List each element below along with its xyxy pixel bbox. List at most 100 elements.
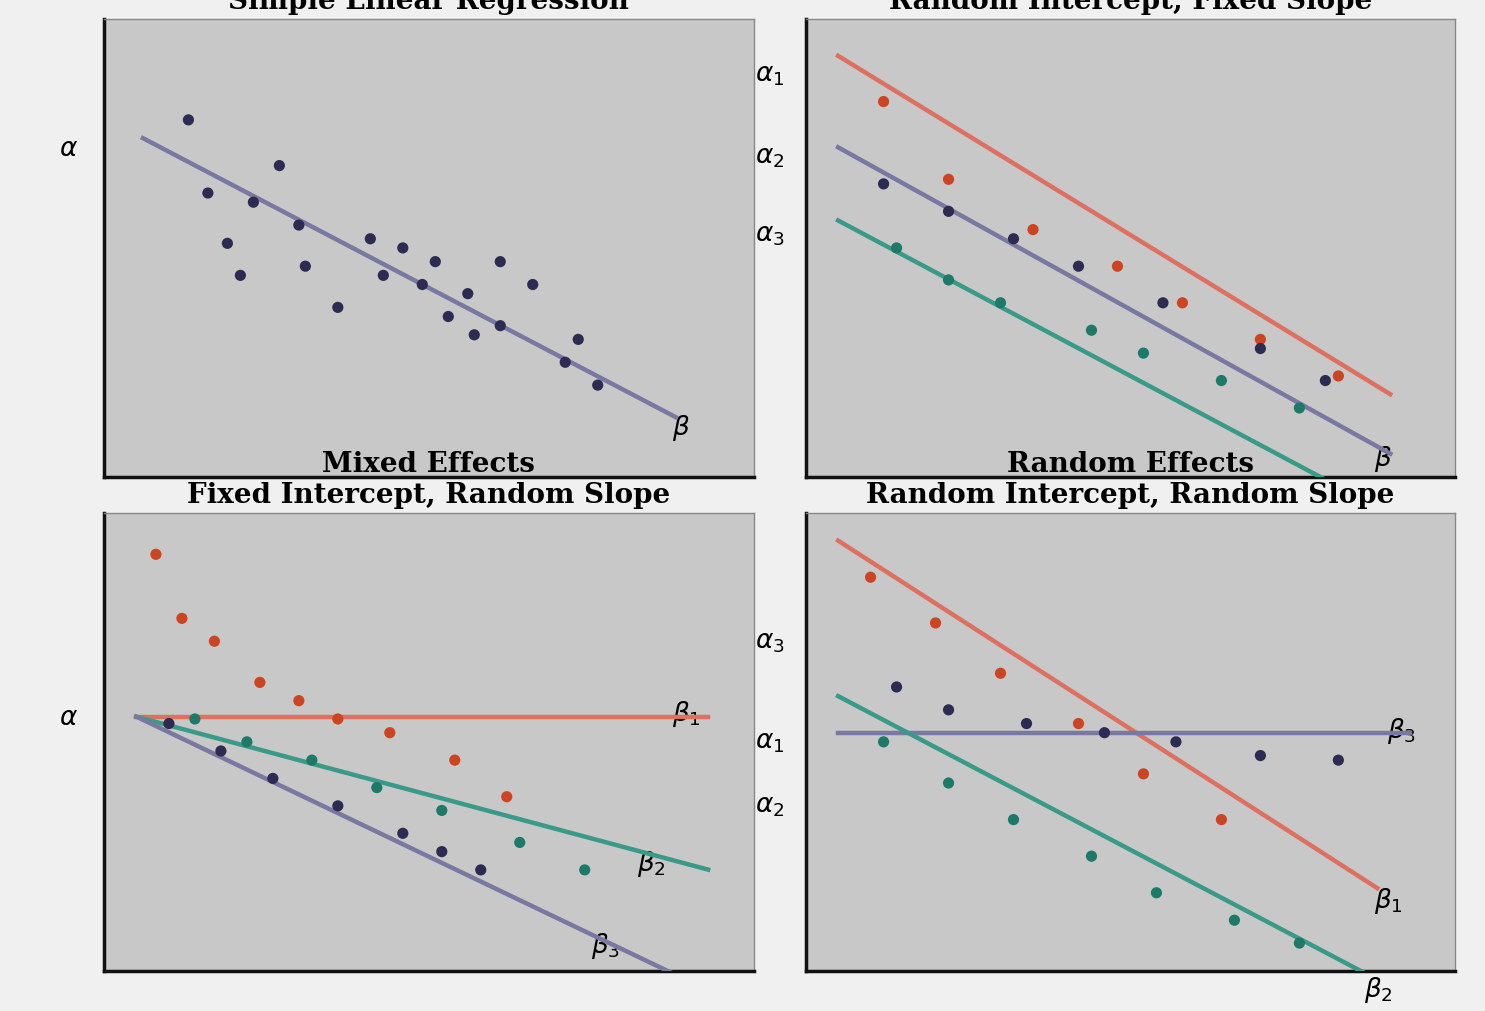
Point [229, 268, 252, 284]
Text: $\alpha_1$: $\alpha_1$ [756, 730, 784, 754]
Point [573, 862, 597, 879]
Point [1001, 232, 1025, 248]
Point [456, 286, 480, 302]
Point [1287, 400, 1311, 417]
Point [1326, 752, 1350, 768]
Point [554, 355, 578, 371]
Point [144, 547, 168, 563]
Text: $\beta$: $\beta$ [673, 412, 691, 443]
Text: $\alpha_1$: $\alpha_1$ [756, 63, 784, 88]
Text: $\beta_3$: $\beta_3$ [591, 930, 621, 960]
Text: $\beta_1$: $\beta_1$ [1374, 885, 1403, 915]
Point [508, 834, 532, 850]
Point [1164, 734, 1188, 750]
Point [410, 277, 434, 293]
Point [937, 273, 961, 289]
Point [365, 779, 389, 796]
Point [489, 318, 512, 335]
Point [183, 711, 206, 727]
Point [489, 255, 512, 271]
Point [495, 789, 518, 805]
Point [872, 94, 895, 110]
Point [287, 217, 310, 234]
Point [1287, 935, 1311, 951]
Point [1314, 373, 1338, 389]
Point [242, 195, 266, 211]
Text: $\alpha_3$: $\alpha_3$ [754, 629, 784, 654]
Point [989, 665, 1013, 681]
Text: $\alpha_3$: $\alpha_3$ [754, 222, 784, 248]
Point [937, 702, 961, 718]
Point [585, 378, 610, 394]
Text: $\beta_2$: $\beta_2$ [1365, 974, 1393, 1004]
Point [1093, 725, 1117, 741]
Point [196, 186, 220, 202]
Point [1170, 295, 1194, 311]
Text: $\alpha$: $\alpha$ [59, 705, 77, 730]
Point [358, 232, 382, 248]
Point [1222, 912, 1246, 928]
Point [443, 752, 466, 768]
Point [566, 332, 590, 348]
Point [169, 611, 193, 627]
Point [1145, 885, 1169, 901]
Title: Mixed Effects
Random Intercept, Fixed Slope: Mixed Effects Random Intercept, Fixed Sl… [890, 0, 1372, 15]
Point [1066, 259, 1090, 275]
Point [209, 743, 233, 759]
Point [261, 770, 285, 787]
Point [1249, 332, 1273, 348]
Point [327, 711, 350, 727]
Title: Fixed Effects
Simple Linear Regression: Fixed Effects Simple Linear Regression [229, 0, 630, 15]
Point [431, 843, 454, 859]
Text: $\beta_1$: $\beta_1$ [673, 699, 701, 729]
Point [462, 328, 486, 344]
Point [423, 255, 447, 271]
Point [924, 616, 947, 632]
Point [391, 825, 414, 841]
Point [1066, 716, 1090, 732]
Point [248, 674, 272, 691]
Point [521, 277, 545, 293]
Text: $\alpha_2$: $\alpha_2$ [756, 145, 784, 170]
Point [327, 300, 350, 316]
Text: $\beta_2$: $\beta_2$ [637, 848, 665, 879]
Point [287, 693, 310, 709]
Point [431, 803, 454, 819]
Point [300, 752, 324, 768]
Point [215, 236, 239, 252]
Point [1249, 341, 1273, 357]
Point [1326, 368, 1350, 384]
Point [437, 309, 460, 326]
Point [1209, 373, 1233, 389]
Point [235, 734, 258, 750]
Point [1080, 323, 1103, 339]
Text: $\beta_3$: $\beta_3$ [1387, 716, 1417, 746]
Point [371, 268, 395, 284]
Title: Random Effects
Random Intercept, Random Slope: Random Effects Random Intercept, Random … [866, 451, 1394, 509]
Point [885, 679, 909, 696]
Point [1014, 716, 1038, 732]
Point [1151, 295, 1175, 311]
Point [1001, 812, 1025, 828]
Point [202, 634, 226, 650]
Point [327, 798, 350, 814]
Point [937, 204, 961, 220]
Point [1022, 222, 1045, 239]
Point [391, 241, 414, 257]
Point [267, 159, 291, 175]
Text: $\alpha$: $\alpha$ [59, 135, 77, 161]
Point [885, 241, 909, 257]
Title: Mixed Effects
Fixed Intercept, Random Slope: Mixed Effects Fixed Intercept, Random Sl… [187, 451, 670, 509]
Point [872, 734, 895, 750]
Point [177, 112, 200, 128]
Point [157, 716, 181, 732]
Point [1105, 259, 1129, 275]
Point [294, 259, 318, 275]
Point [1249, 748, 1273, 764]
Text: $\beta$: $\beta$ [1374, 444, 1391, 474]
Point [937, 775, 961, 792]
Point [1132, 346, 1155, 362]
Point [937, 172, 961, 188]
Point [1080, 848, 1103, 864]
Point [377, 725, 401, 741]
